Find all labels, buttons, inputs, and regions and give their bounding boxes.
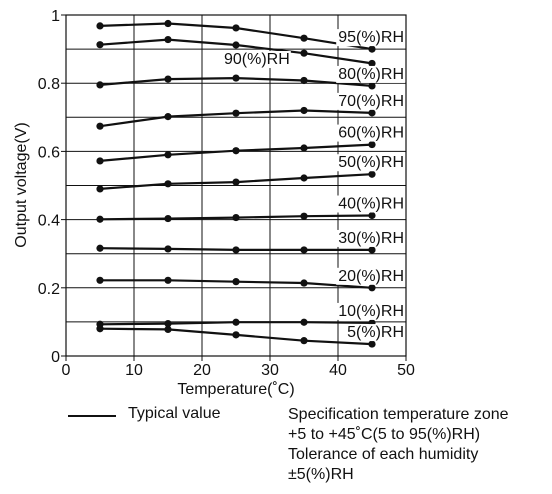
y-tick-label: 0.2 bbox=[38, 281, 60, 298]
series-label: 80(%)RH bbox=[338, 66, 404, 83]
series-point bbox=[164, 76, 171, 83]
note-line-3: Tolerance of each humidity bbox=[288, 445, 509, 465]
series-point bbox=[164, 36, 171, 43]
series-point bbox=[368, 171, 375, 178]
x-axis-label: Temperature(˚C) bbox=[177, 381, 294, 398]
series-point bbox=[164, 245, 171, 252]
series-label: 10(%)RH bbox=[338, 303, 404, 320]
series-point bbox=[164, 20, 171, 27]
series-point bbox=[232, 178, 239, 185]
series-point bbox=[232, 41, 239, 48]
x-tick-label: 30 bbox=[261, 362, 279, 379]
series-point bbox=[232, 331, 239, 338]
series-point bbox=[232, 110, 239, 117]
series-point bbox=[368, 109, 375, 116]
series-point bbox=[300, 107, 307, 114]
series-point bbox=[96, 321, 103, 328]
y-tick-label: 0.6 bbox=[38, 144, 60, 161]
series-point bbox=[96, 245, 103, 252]
series-label: 95(%)RH bbox=[338, 29, 404, 46]
note-line-1: Specification temperature zone bbox=[288, 405, 509, 425]
series-point bbox=[96, 185, 103, 192]
series-point bbox=[232, 278, 239, 285]
series-point bbox=[164, 277, 171, 284]
series-point bbox=[368, 46, 375, 53]
series-point bbox=[300, 319, 307, 326]
series-point bbox=[232, 74, 239, 81]
series-point bbox=[232, 214, 239, 221]
series-point bbox=[96, 123, 103, 130]
series-point bbox=[232, 24, 239, 31]
series-label: 5(%)RH bbox=[347, 324, 404, 341]
series-point bbox=[96, 81, 103, 88]
legend-label: Typical value bbox=[128, 405, 221, 423]
series-point bbox=[164, 215, 171, 222]
series-point bbox=[300, 50, 307, 57]
series-point bbox=[368, 340, 375, 347]
series-point bbox=[368, 246, 375, 253]
x-tick-label: 40 bbox=[329, 362, 347, 379]
series-point bbox=[368, 82, 375, 89]
x-tick-label: 20 bbox=[193, 362, 211, 379]
series-label: 20(%)RH bbox=[338, 268, 404, 285]
series-point bbox=[232, 319, 239, 326]
y-tick-label: 0.8 bbox=[38, 76, 60, 93]
series-label: 70(%)RH bbox=[338, 93, 404, 110]
series-point bbox=[96, 157, 103, 164]
series-label: 50(%)RH bbox=[338, 154, 404, 171]
spec-notes: Specification temperature zone +5 to +45… bbox=[288, 405, 509, 485]
series-point bbox=[300, 174, 307, 181]
legend-line-sample bbox=[68, 415, 116, 417]
x-tick-label: 50 bbox=[397, 362, 415, 379]
series-point bbox=[300, 279, 307, 286]
series-point bbox=[368, 212, 375, 219]
series-point bbox=[164, 113, 171, 120]
note-line-2: +5 to +45˚C(5 to 95(%)RH) bbox=[288, 425, 509, 445]
y-tick-label: 0 bbox=[51, 349, 60, 366]
series-point bbox=[164, 320, 171, 327]
note-line-4: ±5(%)RH bbox=[288, 465, 509, 485]
series-point bbox=[300, 337, 307, 344]
y-tick-label: 0.4 bbox=[38, 213, 60, 230]
series-point bbox=[96, 216, 103, 223]
series-point bbox=[300, 246, 307, 253]
x-tick-label: 0 bbox=[62, 362, 71, 379]
series bbox=[96, 20, 375, 348]
series-point bbox=[368, 284, 375, 291]
series-point bbox=[96, 277, 103, 284]
series-point bbox=[96, 41, 103, 48]
series-label: 40(%)RH bbox=[338, 196, 404, 213]
series-point bbox=[300, 77, 307, 84]
series-point bbox=[164, 180, 171, 187]
series-point bbox=[96, 22, 103, 29]
series-point bbox=[368, 141, 375, 148]
x-tick-label: 10 bbox=[125, 362, 143, 379]
series-point bbox=[164, 151, 171, 158]
y-tick-label: 1 bbox=[51, 8, 60, 25]
series-label: 60(%)RH bbox=[338, 125, 404, 142]
series-label: 90(%)RH bbox=[224, 51, 290, 68]
series-point bbox=[300, 213, 307, 220]
series-point bbox=[300, 35, 307, 42]
series-point bbox=[232, 246, 239, 253]
chart: 0 10 20 30 40 50 0 0.2 0.4 0.6 0.8 1 5(%)RH 10(%)RH 2… bbox=[0, 0, 552, 400]
series-point bbox=[232, 147, 239, 154]
y-axis-label: Output voltage(V) bbox=[13, 122, 30, 247]
series-point bbox=[300, 144, 307, 151]
series-label: 30(%)RH bbox=[338, 230, 404, 247]
